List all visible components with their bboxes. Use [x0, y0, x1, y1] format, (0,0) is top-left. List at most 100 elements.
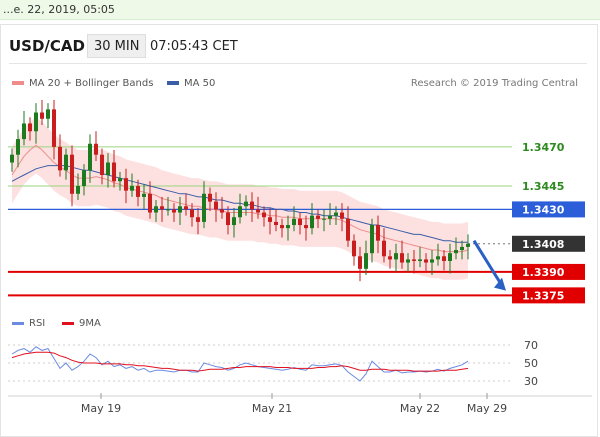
candle-body	[22, 123, 26, 140]
candle-body	[28, 123, 32, 132]
ma50-label: MA 50	[184, 78, 216, 89]
candle-body	[238, 206, 242, 218]
candle-body	[130, 185, 134, 191]
candle-body	[202, 193, 206, 222]
candle-body	[232, 217, 236, 226]
level-label-2: 1.3430	[522, 203, 565, 216]
candle-body	[214, 201, 218, 210]
candle-body	[418, 259, 422, 261]
legend-9ma: 9MA	[62, 318, 101, 329]
rsi-tick-label: 70	[524, 339, 538, 352]
level-label-0: 1.3470	[522, 141, 565, 154]
candle-body	[178, 206, 182, 213]
x-axis-label: May 19	[81, 402, 121, 415]
candle-body	[166, 209, 170, 211]
candle-body	[400, 253, 404, 263]
candle-body	[10, 154, 14, 163]
candle-body	[286, 225, 290, 229]
level-tag-2	[512, 201, 585, 218]
candle-body	[256, 209, 260, 213]
candle-body	[94, 143, 98, 155]
x-axis-label: May 22	[400, 402, 440, 415]
candle-body	[64, 154, 68, 171]
candle-body	[382, 240, 386, 257]
candle-body	[442, 256, 446, 261]
ma20-label: MA 20 + Bollinger Bands	[29, 78, 154, 89]
candle-body	[76, 185, 80, 194]
rsi-line	[11, 346, 469, 382]
legend-ma50: MA 50	[167, 78, 215, 89]
date-bar: ...e. 22, 2019, 05:05	[0, 0, 600, 20]
chart-header: USD/CAD 30 MIN 07:05:43 CET	[0, 30, 600, 60]
forecast-arrow-shaft	[472, 239, 504, 287]
candle-body	[220, 209, 224, 213]
candle-body	[244, 201, 248, 207]
candle-body	[172, 209, 176, 213]
candle-body	[304, 225, 308, 229]
currency-pair: USD/CAD	[9, 37, 85, 55]
candle-body	[34, 112, 38, 132]
candle-body	[274, 221, 278, 226]
level-label-5: 1.3375	[522, 289, 564, 302]
candle-body	[184, 206, 188, 210]
candle-body	[112, 162, 116, 182]
candle-body	[124, 178, 128, 191]
candle-body	[208, 193, 212, 202]
level-label-3: 1.3408	[522, 238, 564, 251]
candle-body	[454, 250, 458, 254]
candle-body	[250, 201, 254, 210]
candle-body	[394, 253, 398, 260]
rsi-tick-label: 30	[524, 375, 538, 388]
ma9-label: 9MA	[79, 318, 101, 329]
candle-body	[88, 143, 92, 171]
candle-body	[226, 212, 230, 226]
candle-body	[460, 246, 464, 251]
candle-body	[430, 259, 434, 263]
candle-body	[82, 170, 86, 186]
chart-time: 07:05:43 CET	[150, 39, 238, 54]
candle-body	[358, 256, 362, 269]
timeframe-selector[interactable]: 30 MIN	[87, 34, 147, 58]
candle-body	[148, 193, 152, 213]
rsi-swatch	[12, 321, 24, 325]
candle-body	[154, 206, 158, 213]
candle-body	[190, 209, 194, 218]
research-credit: Research © 2019 Trading Central	[410, 78, 578, 89]
candle-body	[328, 215, 332, 219]
rsi-label: RSI	[29, 318, 46, 329]
candle-body	[448, 253, 452, 261]
ma9-swatch	[62, 321, 74, 325]
candle-body	[292, 218, 296, 226]
header-divider	[9, 63, 587, 64]
rsi-ma9-line	[11, 351, 469, 372]
x-axis-label: May 29	[467, 402, 507, 415]
candle-body	[52, 109, 56, 147]
candle-body	[160, 206, 164, 210]
candle-body	[340, 212, 344, 219]
candle-body	[70, 154, 74, 194]
candle-body	[310, 215, 314, 229]
level-tag-3	[512, 235, 585, 252]
candle-body	[58, 146, 62, 171]
ma20-swatch	[12, 81, 24, 85]
level-label-1: 1.3445	[522, 180, 564, 193]
candle-body	[352, 240, 356, 257]
legend-ma20: MA 20 + Bollinger Bands	[12, 78, 153, 89]
candle-body	[118, 178, 122, 182]
candle-body	[268, 217, 272, 222]
candle-body	[298, 218, 302, 226]
level-tag-5	[512, 287, 585, 304]
candle-body	[466, 243, 470, 247]
candle-body	[412, 259, 416, 261]
candle-body	[106, 162, 110, 176]
candle-body	[322, 218, 326, 220]
candle-body	[346, 218, 350, 241]
candle-body	[40, 112, 44, 119]
candle-body	[388, 256, 392, 260]
forecast-arrow-head	[494, 277, 506, 291]
ma50-swatch	[167, 81, 179, 85]
candle-body	[436, 256, 440, 260]
level-label-4: 1.3390	[522, 266, 565, 279]
candle-body	[424, 259, 428, 263]
